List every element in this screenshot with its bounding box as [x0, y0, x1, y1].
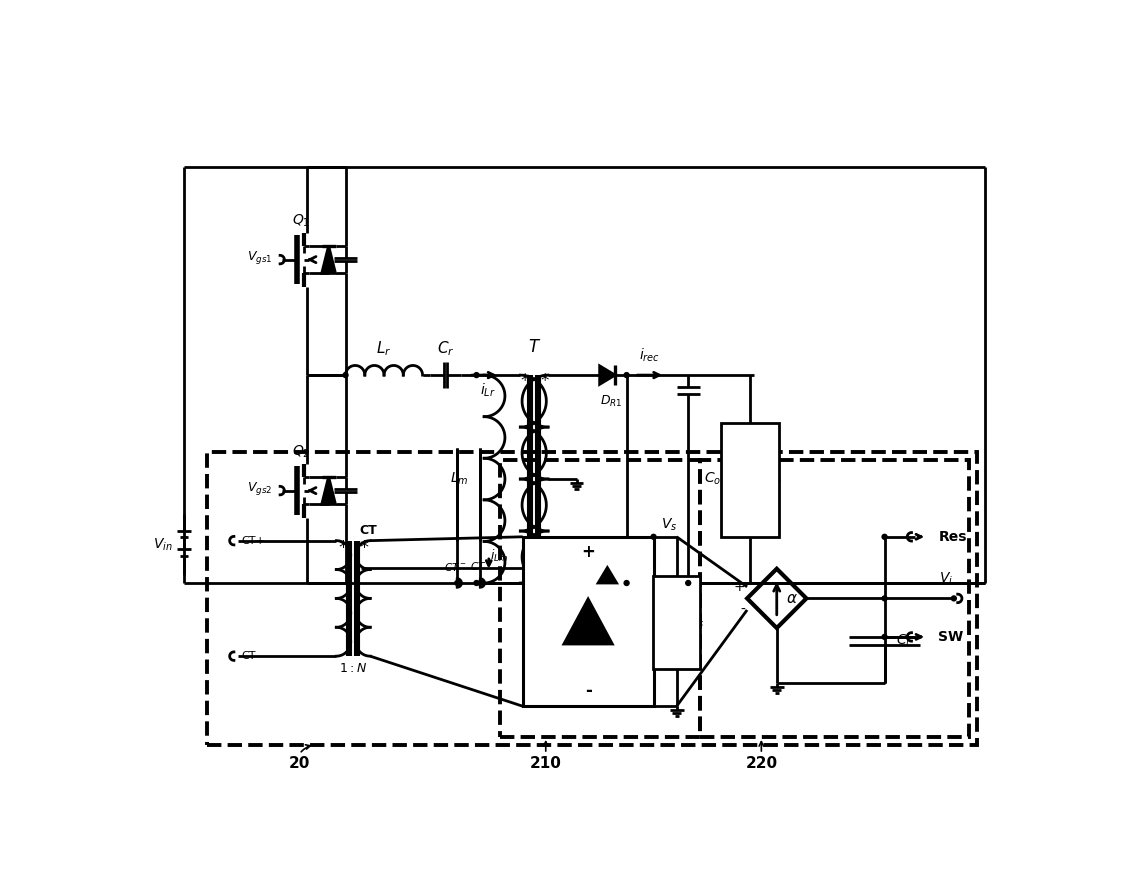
Circle shape	[624, 581, 629, 585]
Bar	[522, 537, 653, 706]
Text: $Q_1$: $Q_1$	[292, 213, 310, 230]
Circle shape	[882, 534, 887, 539]
Circle shape	[343, 372, 348, 378]
Text: $C_o$: $C_o$	[703, 471, 720, 488]
Polygon shape	[321, 246, 335, 274]
Text: *: *	[540, 562, 548, 581]
Text: $D_{R2}$: $D_{R2}$	[600, 602, 622, 618]
Text: $\alpha$: $\alpha$	[785, 590, 798, 606]
Bar	[720, 423, 779, 538]
Polygon shape	[564, 599, 612, 644]
Text: +: +	[733, 580, 744, 594]
Circle shape	[455, 581, 459, 585]
Text: $CT^+$: $CT^+$	[471, 560, 494, 573]
Text: $i_{Lm}$: $i_{Lm}$	[490, 548, 508, 564]
Text: $L_r$: $L_r$	[376, 340, 392, 358]
Text: *: *	[359, 539, 368, 557]
Text: $T$: $T$	[528, 338, 540, 356]
Text: $i_{Lr}$: $i_{Lr}$	[480, 382, 496, 400]
Polygon shape	[321, 477, 335, 504]
Bar	[207, 452, 977, 744]
Bar	[653, 576, 700, 669]
Text: $R_s$: $R_s$	[689, 613, 705, 630]
Text: SW: SW	[938, 630, 963, 644]
Text: -: -	[740, 603, 744, 617]
Circle shape	[882, 634, 887, 640]
Text: $V_{gs1}$: $V_{gs1}$	[247, 249, 272, 266]
Text: $V_{in}$: $V_{in}$	[153, 536, 172, 553]
Text: $D_{R1}$: $D_{R1}$	[600, 394, 622, 409]
Text: CT-: CT-	[242, 651, 259, 661]
Text: $V_i$: $V_i$	[939, 570, 953, 587]
Text: $L_m$: $L_m$	[450, 471, 469, 488]
Text: $Q_2$: $Q_2$	[292, 444, 310, 460]
Text: -: -	[585, 682, 592, 700]
Circle shape	[686, 581, 691, 585]
Text: $i_{rec}$: $i_{rec}$	[640, 346, 660, 363]
Text: $C_r$: $C_r$	[437, 340, 455, 358]
Text: 220: 220	[746, 756, 777, 771]
Text: *: *	[540, 372, 548, 390]
Polygon shape	[600, 366, 616, 385]
Text: 20: 20	[288, 756, 310, 771]
Circle shape	[651, 534, 656, 539]
Text: *: *	[337, 539, 347, 557]
Text: +: +	[581, 543, 595, 561]
Bar	[700, 459, 969, 737]
Text: $1:N$: $1:N$	[340, 663, 367, 675]
Text: *: *	[520, 372, 528, 390]
Circle shape	[882, 596, 887, 601]
Text: Res: Res	[938, 530, 967, 544]
Text: $CT^-$: $CT^-$	[445, 561, 467, 573]
Text: 210: 210	[530, 756, 562, 771]
Text: CT+: CT+	[242, 536, 266, 546]
Text: $R_o$: $R_o$	[765, 471, 782, 488]
Circle shape	[474, 581, 479, 585]
Bar	[499, 459, 700, 737]
Polygon shape	[598, 568, 617, 583]
Circle shape	[952, 596, 956, 601]
Circle shape	[474, 372, 479, 378]
Text: $C_i$: $C_i$	[896, 633, 911, 649]
Circle shape	[624, 372, 629, 378]
Text: CT: CT	[360, 524, 377, 537]
Text: $V_s$: $V_s$	[661, 517, 677, 533]
Circle shape	[478, 581, 482, 585]
Text: $V_{gs2}$: $V_{gs2}$	[247, 480, 272, 497]
